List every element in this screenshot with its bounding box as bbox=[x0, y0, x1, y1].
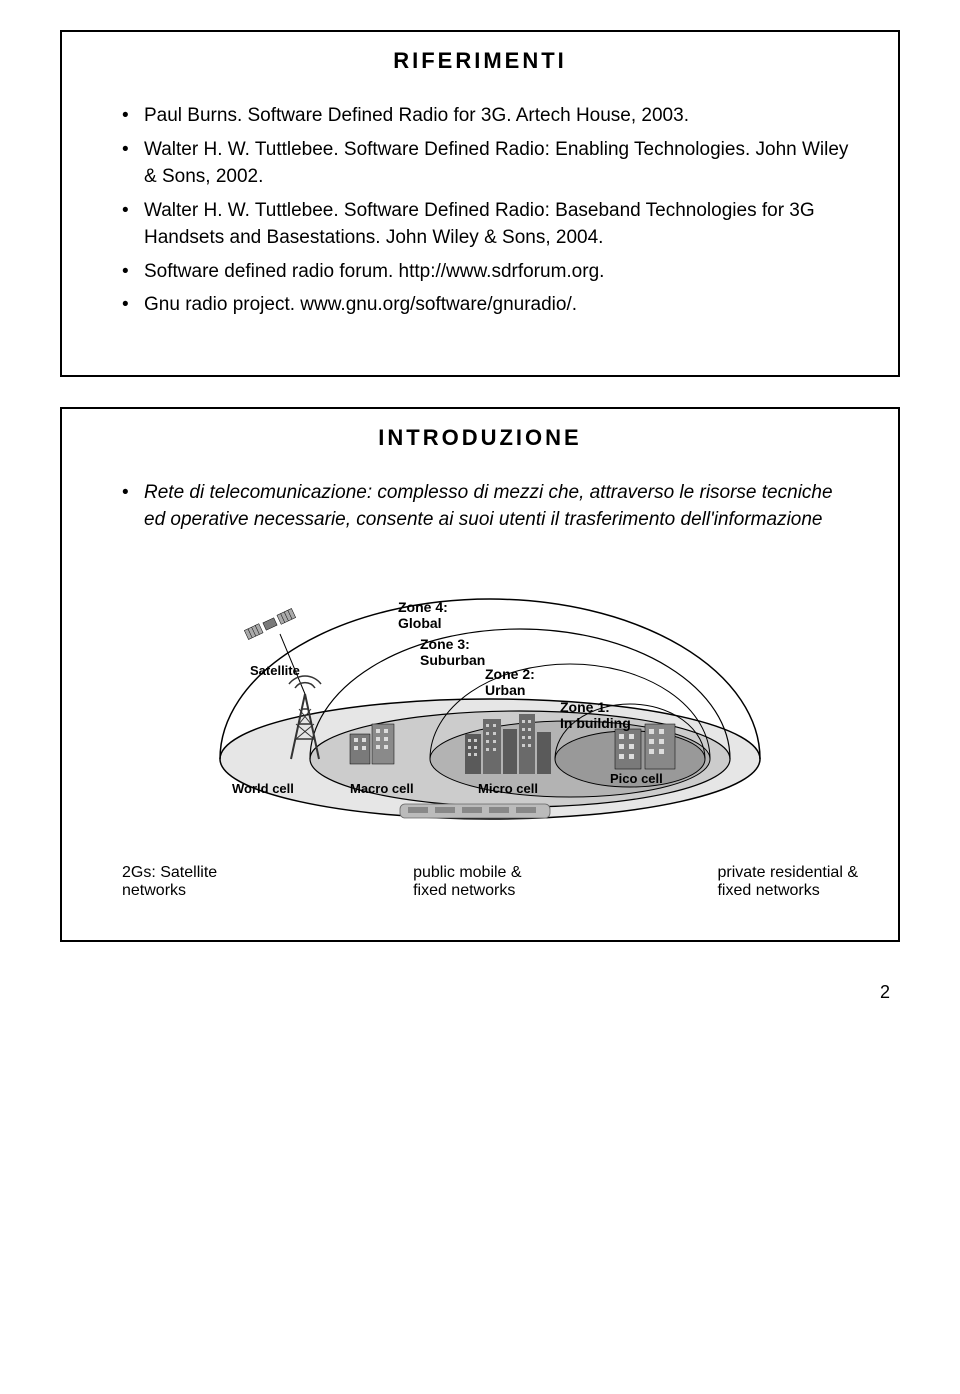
zone4-b: Global bbox=[398, 615, 442, 631]
page-number: 2 bbox=[0, 972, 960, 1023]
world-cell-label: World cell bbox=[232, 782, 294, 797]
intro-lead: Rete di telecomunicazione bbox=[144, 482, 367, 503]
zone1-label: Zone 1: In building bbox=[560, 699, 631, 731]
zone2-label: Zone 2: Urban bbox=[485, 666, 535, 698]
zone1-a: Zone 1: bbox=[560, 699, 610, 715]
list-item: Software defined radio forum. http://www… bbox=[122, 258, 858, 286]
list-item: Walter H. W. Tuttlebee. Software Defined… bbox=[122, 197, 858, 252]
priv-a: private residential & bbox=[717, 864, 858, 881]
sat-a: 2Gs: Satellite bbox=[122, 864, 217, 881]
slide-introduzione: INTRODUZIONE Rete di telecomunicazione: … bbox=[60, 407, 900, 942]
slide-title: INTRODUZIONE bbox=[62, 409, 898, 479]
references-list: Paul Burns. Software Defined Radio for 3… bbox=[122, 102, 858, 319]
slide-body: Paul Burns. Software Defined Radio for 3… bbox=[62, 102, 898, 375]
zone1-b: In building bbox=[560, 715, 631, 731]
slide-body: Rete di telecomunicazione: complesso di … bbox=[62, 479, 898, 864]
private-networks: private residential & fixed networks bbox=[717, 864, 858, 900]
micro-cell-label: Micro cell bbox=[478, 782, 538, 797]
public-networks: public mobile & fixed networks bbox=[413, 864, 522, 900]
train-icon bbox=[400, 804, 550, 818]
zone2-a: Zone 2: bbox=[485, 666, 535, 682]
list-item: Rete di telecomunicazione: complesso di … bbox=[122, 479, 858, 534]
zone4-a: Zone 4: bbox=[398, 599, 448, 615]
sat-b: networks bbox=[122, 882, 186, 899]
intro-list: Rete di telecomunicazione: complesso di … bbox=[122, 479, 858, 534]
satellite-label: Satellite bbox=[250, 664, 300, 679]
list-item: Paul Burns. Software Defined Radio for 3… bbox=[122, 102, 858, 130]
slide-riferimenti: RIFERIMENTI Paul Burns. Software Defined… bbox=[60, 30, 900, 377]
zone4-label: Zone 4: Global bbox=[398, 599, 448, 631]
list-item: Walter H. W. Tuttlebee. Software Defined… bbox=[122, 136, 858, 191]
zone3-a: Zone 3: bbox=[420, 636, 470, 652]
slide-title: RIFERIMENTI bbox=[62, 32, 898, 102]
intro-text: Rete di telecomunicazione: complesso di … bbox=[144, 482, 833, 531]
zone3-b: Suburban bbox=[420, 652, 485, 668]
satellite-icon bbox=[244, 608, 295, 639]
pub-b: fixed networks bbox=[413, 882, 515, 899]
pub-a: public mobile & bbox=[413, 864, 522, 881]
bottom-networks-row: 2Gs: Satellite networks public mobile & … bbox=[62, 864, 898, 940]
zone2-b: Urban bbox=[485, 682, 525, 698]
list-item: Gnu radio project. www.gnu.org/software/… bbox=[122, 291, 858, 319]
priv-b: fixed networks bbox=[717, 882, 819, 899]
zone3-label: Zone 3: Suburban bbox=[420, 636, 485, 668]
cell-zones-diagram: Zone 4: Global Zone 3: Suburban Zone 2: … bbox=[210, 564, 770, 824]
satellite-networks: 2Gs: Satellite networks bbox=[122, 864, 217, 900]
pico-cell-label: Pico cell bbox=[610, 772, 663, 787]
macro-cell-label: Macro cell bbox=[350, 782, 414, 797]
